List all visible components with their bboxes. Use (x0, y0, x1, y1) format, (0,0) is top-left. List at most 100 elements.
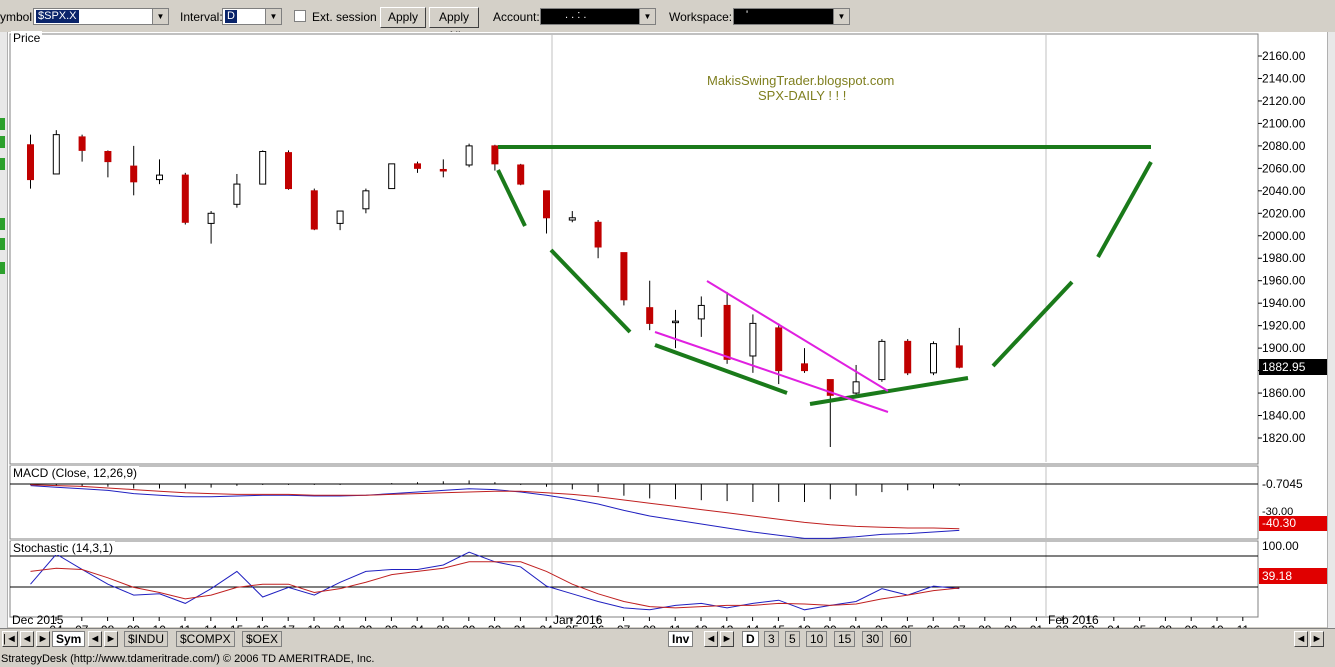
marker-icon (0, 238, 5, 250)
y-tick-label: 2020.00 (1262, 206, 1306, 220)
x-tick-label: 02 (1056, 623, 1070, 628)
stoch-panel-frame (9, 540, 1259, 618)
price-axis: 2160.00 2140.00 2120.00 2100.00 2080.00 2060.… (1258, 49, 1306, 445)
prev-icon[interactable]: ◄ (1294, 631, 1308, 647)
candle-bull (233, 183, 241, 205)
prev-icon[interactable]: ◄ (704, 631, 718, 647)
price-panel-frame (9, 33, 1259, 465)
next-icon[interactable]: ► (720, 631, 734, 647)
tab-oex[interactable]: $OEX (242, 631, 283, 647)
stoch-series (30, 551, 960, 611)
x-tick-label: 07 (75, 623, 89, 628)
toolbar: ymbol: $SPX.X ▼ Interval: D ▼ Ext. sessi… (0, 0, 1335, 43)
price-panel-title: Price (11, 31, 43, 45)
candles (27, 130, 963, 447)
period-3[interactable]: 3 (764, 631, 779, 647)
x-tick-label: 27 (952, 623, 966, 628)
x-tick-label: 04 (540, 623, 554, 628)
x-tick-label: 28 (436, 623, 450, 628)
month-label-feb: Feb 2016 (1048, 613, 1099, 627)
interval-combobox[interactable]: D ▼ (222, 8, 282, 25)
macd-signal-line (30, 484, 960, 530)
x-tick-label: 31 (514, 623, 528, 628)
candle-bear (904, 340, 912, 374)
account-combobox[interactable]: . . : . ▼ (540, 8, 656, 25)
period-5[interactable]: 5 (785, 631, 800, 647)
y-tick-label: 2060.00 (1262, 161, 1306, 175)
period-d[interactable]: D (742, 631, 759, 647)
tab-indu[interactable]: $INDU (124, 631, 169, 647)
x-tick-label: 15 (230, 623, 244, 628)
prev-icon[interactable]: ◄ (88, 631, 102, 647)
y-tick-label: 1960.00 (1262, 274, 1306, 288)
apply-button[interactable]: Apply (380, 7, 426, 28)
y-tick-label: 2160.00 (1262, 49, 1306, 63)
x-tick-label: 14 (746, 623, 760, 628)
stoch-value-badge: 39.18 (1259, 568, 1327, 584)
macd-series (30, 480, 960, 539)
candle-bull (852, 381, 860, 394)
left-toolstrip (0, 32, 8, 628)
x-tick-label: 08 (101, 623, 115, 628)
trendlines (496, 145, 1153, 413)
x-tick-label: 11 (179, 623, 192, 628)
x-tick-label: 06 (591, 623, 605, 628)
chart-svg: 2160.00 2140.00 2120.00 2100.00 2080.00 2060.… (9, 33, 1306, 628)
marker-icon (0, 158, 5, 170)
x-tick-label: 29 (1004, 623, 1018, 628)
next-icon[interactable]: ► (36, 631, 50, 647)
chevron-down-icon[interactable]: ▼ (833, 9, 849, 24)
apply-all-button[interactable]: Apply All (429, 7, 479, 43)
right-toolstrip (1327, 32, 1335, 628)
x-tick-label: 04 (1107, 623, 1121, 628)
period-15[interactable]: 15 (834, 631, 856, 647)
workspace-value: ' (746, 9, 749, 21)
marker-icon (0, 136, 5, 148)
macd-panel-frame (9, 465, 1259, 540)
inv-button[interactable]: Inv (668, 631, 694, 647)
period-30[interactable]: 30 (862, 631, 884, 647)
x-tick-label: 30 (488, 623, 502, 628)
candle-bull (336, 210, 344, 224)
ext-session-checkbox[interactable] (294, 10, 306, 22)
candle-bear (27, 144, 34, 181)
current-price-badge: 1882.95 (1259, 359, 1327, 375)
stoch-panel-title: Stochastic (14,3,1) (11, 541, 116, 555)
candle-bear (955, 345, 963, 368)
next-icon[interactable]: ► (1310, 631, 1324, 647)
x-tick-label: 16 (256, 623, 270, 628)
candle-bull (388, 163, 396, 190)
x-tick-label: 08 (643, 623, 657, 628)
chevron-down-icon[interactable]: ▼ (152, 9, 168, 24)
x-tick-label: 21 (849, 623, 863, 628)
period-10[interactable]: 10 (806, 631, 828, 647)
symbol-value: $SPX.X (36, 10, 79, 23)
trend-segment (991, 280, 1074, 368)
y-tick-label: 2100.00 (1262, 116, 1306, 130)
sym-button[interactable]: Sym (52, 631, 86, 647)
month-label-dec: Dec 2015 (12, 613, 64, 627)
workspace-combobox[interactable]: ' ▼ (733, 8, 850, 25)
prev-icon[interactable]: ◄ (20, 631, 34, 647)
candle-bull (697, 304, 705, 320)
date-axis: 04 07 08 09 10 11 14 15 16 17 18 21 22 23 24 28 29 30 31 04… (49, 617, 1249, 628)
chevron-down-icon[interactable]: ▼ (639, 9, 655, 24)
first-icon[interactable]: |◄ (2, 631, 18, 647)
period-60[interactable]: 60 (890, 631, 912, 647)
x-tick-label: 26 (927, 623, 941, 628)
status-text: StrategyDesk (http://www.tdameritrade.co… (1, 653, 375, 665)
y-tick-label: 2140.00 (1262, 71, 1306, 85)
next-icon[interactable]: ► (104, 631, 118, 647)
x-tick-label: 09 (127, 623, 141, 628)
candle-bear (310, 190, 318, 230)
candle-bear (801, 363, 808, 372)
chevron-down-icon[interactable]: ▼ (265, 9, 281, 24)
symbol-label: ymbol: (0, 10, 36, 24)
candle-bull (362, 190, 370, 210)
annotation-line1: MakisSwingTrader.blogspot.com (707, 73, 895, 88)
tab-compx[interactable]: $COMPX (176, 631, 235, 647)
symbol-combobox[interactable]: $SPX.X ▼ (33, 8, 169, 25)
macd-panel-title: MACD (Close, 12,26,9) (11, 466, 140, 480)
trend-segment (809, 376, 969, 406)
marker-icon (0, 118, 5, 130)
